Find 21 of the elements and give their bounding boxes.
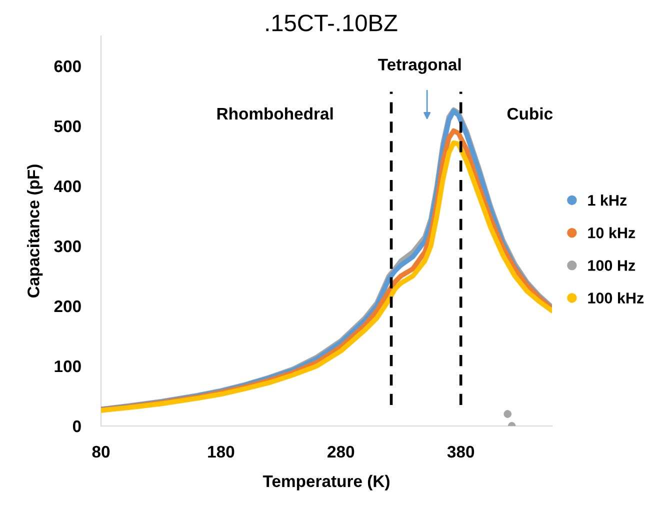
x-tick-label: 80 bbox=[92, 446, 110, 458]
legend-label: 1 kHz bbox=[588, 194, 627, 206]
chart-title: .15CT-.10BZ bbox=[266, 14, 398, 32]
annotation: Rhombohedral bbox=[217, 107, 333, 120]
legend-label: 10 kHz bbox=[588, 227, 636, 238]
y-tick-label: 600 bbox=[54, 60, 81, 72]
y-tick-label: 0 bbox=[72, 420, 81, 432]
annotation: Cubic bbox=[507, 107, 553, 120]
y-tick-label: 200 bbox=[54, 300, 81, 312]
y-axis-title: Capacitance (pF) bbox=[27, 164, 43, 298]
x-tick-label: 380 bbox=[447, 446, 474, 458]
legend-label: 100 kHz bbox=[588, 292, 644, 304]
y-tick-label: 100 bbox=[54, 360, 81, 372]
y-tick-label: 400 bbox=[54, 180, 81, 192]
x-axis-title: Temperature (K) bbox=[262, 474, 390, 490]
y-tick-label: 500 bbox=[54, 120, 81, 132]
legend-label: 100 Hz bbox=[588, 260, 636, 271]
y-tick-label: 300 bbox=[54, 240, 81, 252]
annotation: Tetragonal bbox=[378, 58, 461, 74]
x-tick-label: 280 bbox=[328, 446, 354, 458]
x-tick-label: 180 bbox=[208, 446, 234, 458]
